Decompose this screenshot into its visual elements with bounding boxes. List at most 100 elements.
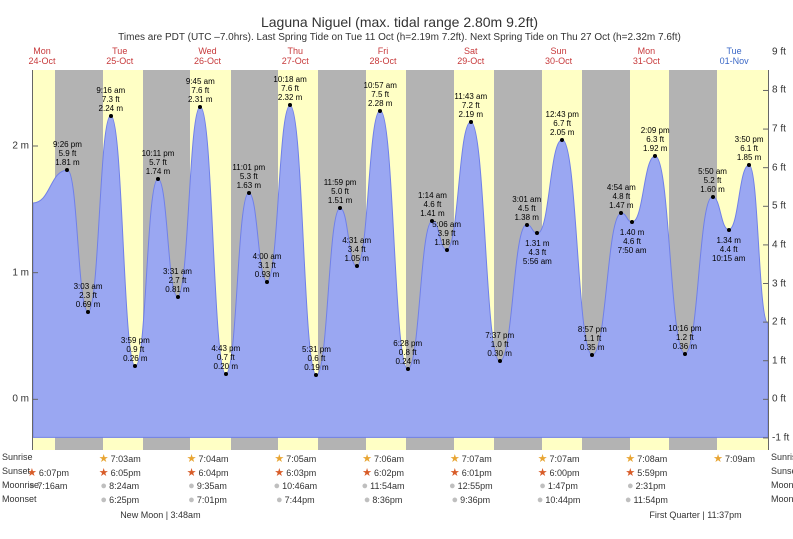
tide-point	[590, 353, 594, 357]
sunrise-item: ★7:08am	[625, 452, 667, 465]
y-right-tick: 8 ft	[772, 85, 793, 96]
sunset-time: 6:05pm	[111, 468, 141, 478]
moonset-item: ●11:54pm	[625, 494, 668, 506]
tide-point	[224, 372, 228, 376]
sunrise-time: 7:03am	[111, 454, 141, 464]
moonrise-time: 2:31pm	[636, 481, 666, 491]
tide-point-label: 9:26 pm5.9 ft1.81 m	[53, 140, 82, 167]
tide-point-label: 8:57 pm1.1 ft0.35 m	[578, 325, 607, 352]
tide-point-label: 1:14 am4.6 ft1.41 m	[418, 191, 447, 218]
date-label: Mon24-Oct	[28, 46, 55, 66]
night-band	[582, 70, 630, 450]
sunset-time: 6:07pm	[39, 468, 69, 478]
sunset-item: ★6:03pm	[274, 466, 316, 479]
moonset-icon: ●	[276, 494, 283, 506]
moonset-item: ●9:36pm	[451, 494, 490, 506]
date-label: Tue25-Oct	[106, 46, 133, 66]
tide-point	[355, 264, 359, 268]
sunrise-item: ★7:09am	[713, 452, 755, 465]
night-band	[406, 70, 454, 450]
tide-point	[727, 228, 731, 232]
sunrise-time: 7:07am	[462, 454, 492, 464]
date-label: Wed26-Oct	[194, 46, 221, 66]
moonset-item: ●7:01pm	[188, 494, 227, 506]
moonset-item: ●6:25pm	[100, 494, 139, 506]
moonset-icon: ●	[451, 494, 458, 506]
tide-point-label: 4:43 pm0.7 ft0.20 m	[211, 344, 240, 371]
sunset-icon: ★	[538, 466, 548, 479]
tide-point-label: 10:16 pm1.2 ft0.36 m	[668, 324, 701, 351]
sunrise-time: 7:05am	[286, 454, 316, 464]
moonrise-icon: ●	[627, 480, 634, 492]
tide-point-label: 9:45 am7.6 ft2.31 m	[186, 77, 215, 104]
tide-point	[86, 310, 90, 314]
row-label-right: Moonset	[771, 494, 793, 504]
tide-point-label: 12:43 pm6.7 ft2.05 m	[546, 110, 579, 137]
tide-point	[288, 103, 292, 107]
sunset-time: 6:04pm	[198, 468, 228, 478]
tide-point	[198, 105, 202, 109]
y-right-tick: 7 ft	[772, 124, 793, 135]
tide-point	[711, 195, 715, 199]
moonrise-time: 1:47pm	[548, 481, 578, 491]
tide-point	[378, 109, 382, 113]
plot-area: 0 m1 m2 m-1 ft0 ft1 ft2 ft3 ft4 ft5 ft6 …	[32, 70, 769, 450]
tide-point-label: 4:31 am3.4 ft1.05 m	[342, 236, 371, 263]
tide-point-label: 1.31 m4.3 ft5:56 am	[523, 239, 552, 266]
tide-point-label: 11:43 am7.2 ft2.19 m	[454, 92, 487, 119]
sun-moon-area: ★7:03am★7:04am★7:05am★7:06am★7:07am★7:07…	[32, 452, 767, 508]
sunrise-item: ★7:07am	[450, 452, 492, 465]
date-label: Sat29-Oct	[457, 46, 484, 66]
tide-point-label: 3:03 am2.3 ft0.69 m	[74, 282, 103, 309]
tide-point-label: 5:31 pm0.6 ft0.19 m	[302, 345, 331, 372]
chart-area: Laguna Niguel (max. tidal range 2.80m 9.…	[32, 14, 767, 524]
sunrise-row: ★7:03am★7:04am★7:05am★7:06am★7:07am★7:07…	[32, 452, 767, 466]
tide-point-label: 2:09 pm6.3 ft1.92 m	[641, 126, 670, 153]
sunset-item: ★6:02pm	[362, 466, 404, 479]
sunset-time: 6:02pm	[374, 468, 404, 478]
sunrise-time: 7:04am	[198, 454, 228, 464]
moonset-row: ●6:25pm●7:01pm●7:44pm●8:36pm●9:36pm●10:4…	[32, 494, 767, 508]
date-label: Mon31-Oct	[633, 46, 660, 66]
sunrise-item: ★7:06am	[362, 452, 404, 465]
sunrise-time: 7:06am	[374, 454, 404, 464]
tide-point	[338, 206, 342, 210]
sunrise-icon: ★	[538, 452, 548, 465]
moonset-time: 7:01pm	[197, 495, 227, 505]
row-label-left: Sunrise	[2, 452, 33, 462]
date-label: Thu27-Oct	[282, 46, 309, 66]
tide-point	[653, 154, 657, 158]
moonset-icon: ●	[625, 494, 632, 506]
tide-point	[445, 248, 449, 252]
moonrise-icon: ●	[100, 480, 107, 492]
date-label: Tue01-Nov	[720, 46, 749, 66]
sunset-item: ★6:05pm	[99, 466, 141, 479]
sunset-icon: ★	[187, 466, 197, 479]
row-label-left: Sunset	[2, 466, 30, 476]
tide-point-label: 7:37 pm1.0 ft0.30 m	[485, 331, 514, 358]
chart-subtitle: Times are PDT (UTC –7.0hrs). Last Spring…	[32, 32, 767, 43]
moonrise-icon: ●	[539, 480, 546, 492]
y-right-tick: 2 ft	[772, 317, 793, 328]
moonset-time: 7:44pm	[285, 495, 315, 505]
moonset-icon: ●	[537, 494, 544, 506]
moonrise-time: 10:46am	[282, 481, 317, 491]
tide-point-label: 4:00 am3.1 ft0.93 m	[253, 252, 282, 279]
y-left-tick: 2 m	[5, 141, 29, 152]
y-right-tick: 1 ft	[772, 355, 793, 366]
tide-point	[109, 114, 113, 118]
sunset-icon: ★	[99, 466, 109, 479]
sunset-item: ★6:01pm	[450, 466, 492, 479]
night-band	[143, 70, 191, 450]
moonrise-icon: ●	[362, 480, 369, 492]
sunset-item: ★6:07pm	[27, 466, 69, 479]
tide-point-label: 1.34 m4.4 ft10:15 am	[712, 236, 745, 263]
day-band	[366, 70, 406, 450]
y-left-tick: 1 m	[5, 267, 29, 278]
tide-point-label: 3:50 pm6.1 ft1.85 m	[735, 135, 764, 162]
sunset-time: 5:59pm	[637, 468, 667, 478]
date-axis: Mon24-OctTue25-OctWed26-OctThu27-OctFri2…	[32, 46, 767, 70]
moonset-item: ●8:36pm	[364, 494, 403, 506]
day-band	[278, 70, 318, 450]
tide-point-label: 6:28 pm0.8 ft0.24 m	[393, 339, 422, 366]
